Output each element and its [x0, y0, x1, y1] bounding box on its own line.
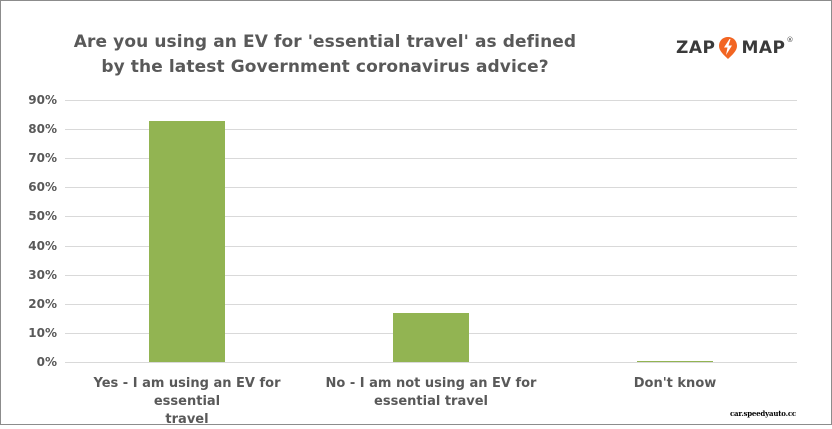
y-tick-label: 70% — [28, 151, 57, 166]
zapmap-logo: ZAP MAP ® — [676, 34, 794, 62]
x-category-label: Don't know — [633, 376, 717, 391]
x-category-label: No - I am not using an EV for essential t… — [325, 376, 537, 409]
chart-title-line-2: by the latest Government coronavirus adv… — [101, 57, 549, 77]
y-tick-label: 30% — [28, 267, 57, 282]
y-tick-label: 80% — [28, 122, 57, 137]
logo-text-zap: ZAP — [676, 38, 716, 58]
gridline — [65, 245, 797, 247]
chart-title: Are you using an EV for 'essential trave… — [60, 30, 590, 80]
gridline — [65, 274, 797, 276]
watermark: car.speedyauto.cc — [730, 409, 796, 418]
registered-mark: ® — [786, 36, 794, 44]
gridline — [65, 158, 797, 160]
y-tick-label: 40% — [28, 238, 57, 253]
y-tick-label: 20% — [28, 296, 57, 311]
y-tick-label: 50% — [28, 209, 57, 224]
bar-0 — [149, 120, 225, 362]
logo-text-map: MAP — [741, 38, 786, 58]
gridline — [65, 303, 797, 305]
gridline — [65, 216, 797, 218]
y-tick-label: 0% — [36, 355, 57, 369]
gridline — [65, 362, 797, 363]
lightning-pin-icon — [719, 37, 738, 59]
y-tick-label: 10% — [28, 325, 57, 340]
gridline — [65, 187, 797, 189]
bar-2 — [637, 360, 713, 362]
gridline — [65, 129, 797, 131]
y-tick-label: 60% — [28, 180, 57, 195]
y-tick-label: 90% — [28, 93, 57, 107]
bar-1 — [393, 313, 469, 362]
plot-area: 0% 10% 20% 30% 40% 50% 60% 70% 80% 90% — [28, 93, 797, 369]
gridline — [65, 100, 797, 101]
x-category-label: Yes - I am using an EV for essential trav… — [93, 376, 281, 427]
chart-title-line-1: Are you using an EV for 'essential trave… — [73, 32, 577, 52]
